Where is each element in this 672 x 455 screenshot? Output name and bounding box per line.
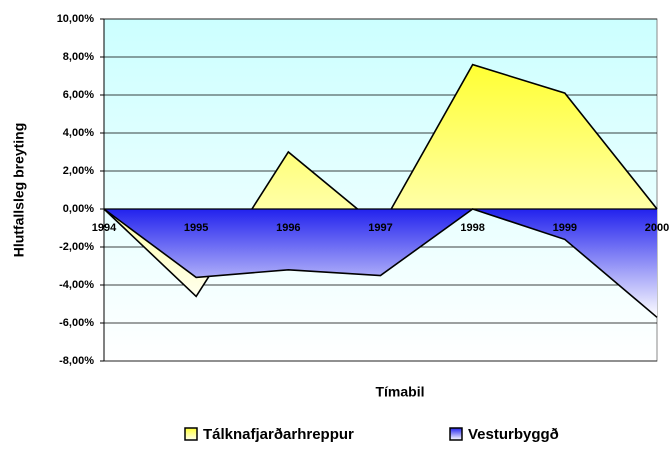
- x-tick-label: 1998: [460, 222, 484, 234]
- y-tick-label: 4,00%: [63, 127, 94, 139]
- legend-swatch: [449, 427, 463, 441]
- y-axis-title: Hlutfallsleg breyting: [11, 123, 27, 258]
- y-tick-label: -2,00%: [59, 241, 94, 253]
- area-outline: [103, 208, 658, 318]
- y-tick-label: 8,00%: [63, 51, 94, 63]
- legend-label: Tálknafjarðarhreppur: [203, 426, 354, 443]
- x-tick-label: 1995: [184, 222, 208, 234]
- x-tick-label: 2000: [645, 222, 669, 234]
- x-axis-title: Tímabil: [375, 384, 424, 400]
- x-tick-label: 1996: [276, 222, 300, 234]
- legend-swatch: [184, 427, 198, 441]
- legend-label: Vesturbyggð: [468, 426, 559, 443]
- y-tick-label: -4,00%: [59, 279, 94, 291]
- area: [104, 209, 657, 318]
- x-tick-label: 1997: [368, 222, 392, 234]
- y-tick-label: 2,00%: [63, 165, 94, 177]
- y-tick-label: 0,00%: [63, 203, 94, 215]
- x-tick-label: 1999: [553, 222, 577, 234]
- x-tick-label: 1994: [92, 222, 117, 234]
- y-tick-label: 10,00%: [57, 13, 95, 25]
- y-tick-label: 6,00%: [63, 89, 94, 101]
- y-tick-label: -6,00%: [59, 317, 94, 329]
- area: [104, 64, 657, 297]
- y-tick-label: -8,00%: [59, 355, 94, 367]
